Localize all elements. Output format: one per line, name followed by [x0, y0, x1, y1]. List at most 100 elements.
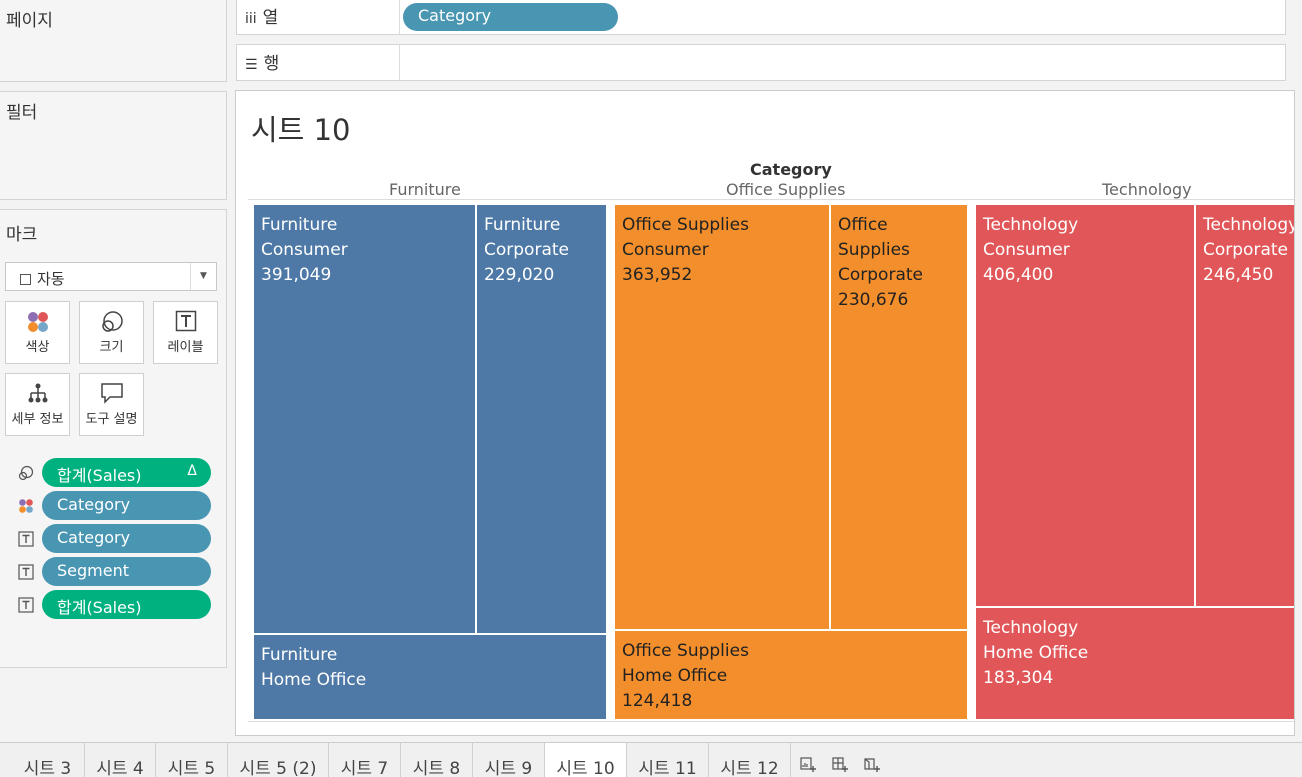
tile-category: Office Supplies [622, 641, 749, 661]
color-icon [6, 302, 69, 336]
filters-panel-title: 필터 [6, 103, 38, 123]
sheet-tab-bar: 시트 3 시트 4 시트 5 시트 5 (2) 시트 7 시트 8 시트 9 시… [0, 742, 1302, 777]
tile-category: Technology [983, 618, 1079, 638]
new-worksheet-icon[interactable] [800, 757, 816, 773]
sheet-tab[interactable]: 시트 4 [85, 743, 156, 777]
category-label-office-supplies: Office Supplies [726, 180, 846, 199]
sheet-tab[interactable]: 시트 11 [627, 743, 709, 777]
treemap-tile[interactable]: Office Supplies Consumer 363,952 [615, 205, 829, 629]
tile-segment: Corporate [484, 240, 569, 260]
size-button-label: 크기 [99, 340, 124, 355]
pages-panel[interactable]: 페이지 [0, 0, 227, 82]
tile-value: 183,304 [983, 668, 1054, 688]
color-icon [18, 498, 34, 514]
sheet-tab[interactable]: 시트 7 [329, 743, 401, 777]
size-icon [18, 465, 34, 481]
columns-icon: iii [245, 11, 257, 27]
tile-category: Furniture [484, 215, 561, 235]
sales-size-pill[interactable]: 합계(Sales) Δ [42, 458, 211, 487]
marks-pill-row: Category [0, 491, 227, 520]
tile-segment: Corporate [1203, 240, 1288, 260]
header-divider [248, 199, 1294, 200]
marks-pill-row: Category [0, 524, 227, 553]
sheet-tab[interactable]: 시트 9 [473, 743, 545, 777]
sheet-tab[interactable]: 시트 8 [401, 743, 473, 777]
tile-value: 363,952 [622, 265, 693, 285]
marks-panel-title: 마크 [6, 225, 38, 245]
category-color-pill[interactable]: Category [42, 491, 211, 520]
treemap-tile[interactable]: Office Supplies Home Office 124,418 [615, 631, 967, 719]
marks-pill-row: 합계(Sales) Δ [0, 458, 227, 487]
marks-pill-row: 합계(Sales) [0, 590, 227, 619]
tooltip-button[interactable]: 도구 설명 [79, 373, 144, 436]
mark-type-dropdown[interactable]: 자동 ▼ [5, 262, 217, 291]
columns-label-text: 열 [262, 8, 279, 28]
tile-value: 406,400 [983, 265, 1054, 285]
tile-segment: Consumer [983, 240, 1070, 260]
text-icon [154, 302, 217, 336]
tile-category: Technology [983, 215, 1079, 235]
square-icon [20, 274, 31, 285]
sheet-tab[interactable]: 시트 12 [709, 743, 791, 777]
detail-button-label: 세부 정보 [11, 412, 64, 427]
pill-text: Category [57, 495, 131, 514]
footer-divider [248, 721, 1294, 722]
tile-value: 124,418 [622, 691, 693, 711]
marks-pill-row: Segment [0, 557, 227, 586]
tile-segment: Consumer [622, 240, 709, 260]
rows-icon: ☰ [245, 57, 258, 73]
tile-segment: Home Office [983, 643, 1089, 663]
tile-category: Furniture [261, 215, 338, 235]
sheet-tab[interactable]: 시트 5 [156, 743, 228, 777]
tooltip-button-label: 도구 설명 [85, 412, 138, 427]
tile-value: 230,676 [838, 290, 909, 310]
treemap-tile[interactable]: Technology Home Office 183,304 [976, 608, 1294, 719]
treemap-tile[interactable]: Technology Consumer 406,400 [976, 205, 1194, 606]
category-column-pill[interactable]: Category [403, 3, 618, 31]
tile-segment: Corporate [838, 265, 923, 285]
treemap-tile[interactable]: Furniture Consumer 391,049 [254, 205, 475, 633]
pill-text: Category [57, 528, 131, 547]
sheet-title: 시트 10 [251, 113, 351, 147]
tile-segment: Home Office [622, 666, 728, 686]
rows-shelf[interactable]: ☰ 행 [236, 44, 1286, 81]
tile-value: 246,450 [1203, 265, 1274, 285]
label-button-label: 레이블 [167, 340, 204, 355]
tile-segment: Consumer [261, 240, 348, 260]
treemap-tile[interactable]: Furniture Home Office [254, 635, 606, 719]
shelf-divider [399, 0, 400, 34]
tile-category: Furniture [261, 645, 338, 665]
color-button[interactable]: 색상 [5, 301, 70, 364]
label-button[interactable]: 레이블 [153, 301, 218, 364]
pill-text: Segment [57, 561, 129, 580]
columns-shelf[interactable]: iii 열 Category [236, 0, 1286, 35]
sheet-tab[interactable]: 시트 5 (2) [228, 743, 329, 777]
size-button[interactable]: 크기 [79, 301, 144, 364]
chevron-down-icon[interactable]: ▼ [190, 263, 216, 290]
treemap-tile[interactable]: Office Supplies Corporate 230,676 [831, 205, 967, 629]
sales-label-pill[interactable]: 합계(Sales) [42, 590, 211, 619]
mark-type-value: 자동 [37, 270, 65, 288]
segment-label-pill[interactable]: Segment [42, 557, 211, 586]
label-icon [18, 597, 34, 613]
new-story-icon[interactable] [864, 757, 880, 773]
tile-segment: Home Office [261, 670, 367, 690]
filters-panel[interactable]: 필터 [0, 91, 227, 200]
columns-shelf-label: iii 열 [245, 3, 278, 28]
label-icon [18, 531, 34, 547]
speech-bubble-icon [80, 374, 143, 408]
treemap-tile[interactable]: Furniture Corporate 229,020 [477, 205, 606, 633]
treemap-tile[interactable]: Technology Corporate 246,450 [1196, 205, 1294, 606]
new-dashboard-icon[interactable] [832, 757, 848, 773]
category-label-furniture: Furniture [389, 180, 461, 199]
sheet-tab[interactable]: 시트 3 [11, 743, 85, 777]
category-label-pill[interactable]: Category [42, 524, 211, 553]
color-button-label: 색상 [25, 340, 50, 355]
viz-view[interactable]: 시트 10 Category Furniture Office Supplies… [235, 90, 1295, 736]
sheet-tab-active[interactable]: 시트 10 [545, 743, 627, 777]
category-header: Category [750, 160, 832, 179]
detail-button[interactable]: 세부 정보 [5, 373, 70, 436]
delta-icon: Δ [187, 463, 197, 479]
shelf-divider [399, 45, 400, 80]
pages-panel-title: 페이지 [6, 11, 53, 31]
